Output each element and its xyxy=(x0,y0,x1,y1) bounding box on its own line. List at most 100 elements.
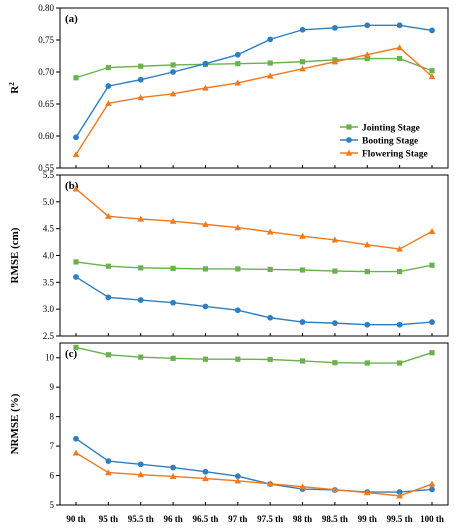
y-tick-label: 3.5 xyxy=(43,277,55,287)
x-tick-label: 90 th xyxy=(66,514,85,524)
data-point xyxy=(138,354,144,360)
data-point xyxy=(73,274,79,280)
x-tick-label: 100 th xyxy=(420,514,444,524)
legend-label: Flowering Stage xyxy=(362,150,428,160)
data-point xyxy=(137,297,144,303)
data-point xyxy=(364,321,371,328)
y-tick-label: 0.80 xyxy=(38,3,54,13)
data-point xyxy=(170,299,176,306)
y-tick-label: 0.65 xyxy=(38,99,54,109)
data-point xyxy=(105,64,111,71)
data-point xyxy=(429,27,435,34)
series-line-flowering-stage xyxy=(75,46,433,155)
data-point xyxy=(105,469,112,476)
data-point xyxy=(331,58,339,65)
data-point xyxy=(396,321,403,328)
data-point xyxy=(397,360,403,366)
data-point xyxy=(267,60,273,66)
data-point xyxy=(105,83,112,89)
data-point xyxy=(363,51,371,58)
data-point xyxy=(169,473,177,480)
data-point xyxy=(137,94,145,101)
x-tick-label: 98 th xyxy=(293,514,312,524)
data-point xyxy=(332,360,338,366)
data-point xyxy=(105,263,111,269)
legend-label: Jointing Stage xyxy=(362,124,420,134)
data-point xyxy=(234,51,241,58)
y-tick-label: 7 xyxy=(50,441,55,451)
data-point xyxy=(396,492,403,499)
data-point xyxy=(170,464,176,471)
data-point xyxy=(137,76,144,83)
y-axis-title-superscript: 2 xyxy=(8,82,16,86)
data-point xyxy=(105,212,112,219)
x-tick-label: 99.5 th xyxy=(387,514,413,524)
data-point xyxy=(267,36,274,43)
data-point xyxy=(396,245,403,252)
y-tick-label: 4.5 xyxy=(43,224,55,234)
data-point xyxy=(299,26,306,33)
data-point xyxy=(170,265,176,271)
data-point xyxy=(73,75,79,81)
data-point xyxy=(234,307,241,314)
data-point xyxy=(396,22,403,29)
data-point xyxy=(202,220,209,227)
series-line-flowering-stage xyxy=(75,452,433,497)
series-line-booting-stage xyxy=(75,438,433,493)
x-tick-label: 98.5 th xyxy=(322,514,348,524)
data-point xyxy=(429,486,435,493)
data-point xyxy=(429,262,435,268)
series-line-booting-stage xyxy=(75,276,433,326)
data-point xyxy=(429,350,435,356)
series-line-jointing-stage xyxy=(75,261,433,273)
data-point xyxy=(299,358,306,364)
x-tick-label: 99 th xyxy=(358,514,377,524)
data-point xyxy=(299,65,306,72)
data-point xyxy=(137,461,144,468)
data-point xyxy=(299,267,306,273)
x-tick-label: 95.5 th xyxy=(128,514,154,524)
data-point xyxy=(235,266,241,272)
series-line-flowering-stage xyxy=(75,188,433,250)
data-point xyxy=(299,232,306,239)
series-line-jointing-stage xyxy=(75,57,433,79)
data-point xyxy=(137,471,145,478)
plot-frame xyxy=(59,7,449,169)
data-point xyxy=(397,55,403,62)
data-point xyxy=(137,215,145,222)
data-point xyxy=(428,480,436,487)
panel-c: 5 6 7 8 9 10 (c) NRMSE (%) xyxy=(9,342,449,510)
data-point xyxy=(267,266,273,273)
data-point xyxy=(299,59,306,65)
data-point xyxy=(429,319,435,325)
data-point xyxy=(428,227,436,234)
data-point xyxy=(266,480,274,487)
data-point xyxy=(332,320,338,327)
y-tick-label: 6 xyxy=(50,471,55,481)
y-tick-label: 5.5 xyxy=(43,170,55,180)
data-point xyxy=(234,79,242,86)
plot-frame xyxy=(59,174,449,337)
y-tick-label: 9 xyxy=(50,382,55,392)
y-axis-title: NRMSE (%) xyxy=(9,393,21,454)
panel-label: (a) xyxy=(65,13,78,25)
x-tick-label: 97 th xyxy=(228,514,247,524)
legend: Jointing Stage Booting Stage Flowering Sta… xyxy=(340,124,428,160)
data-point xyxy=(72,185,80,192)
data-point xyxy=(364,269,370,275)
y-axis-title: R2 xyxy=(8,82,21,94)
data-point xyxy=(396,489,403,495)
data-point xyxy=(169,90,177,97)
y-tick-label: 10 xyxy=(45,353,55,363)
panel-a: 0.55 0.60 0.65 0.70 0.75 0.80 (a) R2 xyxy=(8,3,449,173)
data-point xyxy=(397,269,403,275)
data-point xyxy=(138,265,144,271)
series-line-booting-stage xyxy=(75,24,433,138)
data-point xyxy=(234,473,241,480)
y-tick-label: 2.5 xyxy=(43,331,55,341)
y-tick-label: 0.70 xyxy=(38,67,54,77)
data-point xyxy=(105,458,112,465)
x-tick-label: 96 th xyxy=(163,514,182,524)
data-point xyxy=(235,61,241,67)
data-point xyxy=(202,356,209,362)
